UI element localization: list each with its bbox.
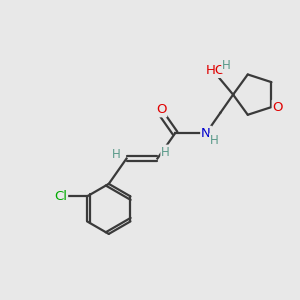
Text: O: O — [273, 100, 283, 114]
Text: HO: HO — [206, 64, 226, 77]
Text: Cl: Cl — [54, 190, 67, 203]
Text: H: H — [161, 146, 170, 159]
Text: H: H — [112, 148, 121, 160]
Text: H: H — [210, 134, 219, 147]
Text: O: O — [156, 103, 166, 116]
Text: N: N — [201, 127, 211, 140]
Text: H: H — [222, 59, 231, 72]
